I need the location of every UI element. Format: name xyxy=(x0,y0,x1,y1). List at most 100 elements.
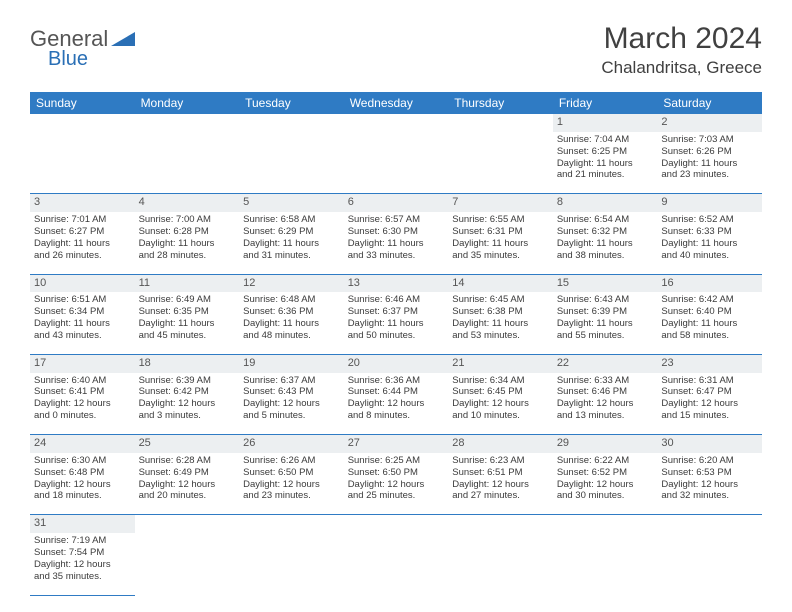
day-header-cell: Wednesday xyxy=(344,92,449,114)
daynum-row: 17181920212223 xyxy=(30,354,762,372)
logo-text-2: Blue xyxy=(48,48,135,71)
day-details: Sunrise: 6:51 AMSunset: 6:34 PMDaylight:… xyxy=(34,294,131,342)
day-details: Sunrise: 6:57 AMSunset: 6:30 PMDaylight:… xyxy=(348,214,445,262)
day-number: 30 xyxy=(657,435,762,453)
day-cell: Sunrise: 6:36 AMSunset: 6:44 PMDaylight:… xyxy=(344,373,449,435)
daynum-row: 3456789 xyxy=(30,194,762,212)
day-cell: Sunrise: 6:48 AMSunset: 6:36 PMDaylight:… xyxy=(239,292,344,354)
day-cell: Sunrise: 6:55 AMSunset: 6:31 PMDaylight:… xyxy=(448,212,553,274)
day-cell xyxy=(448,132,553,194)
day-cell: Sunrise: 6:51 AMSunset: 6:34 PMDaylight:… xyxy=(30,292,135,354)
day-number: 1 xyxy=(553,114,658,132)
detail-row: Sunrise: 7:04 AMSunset: 6:25 PMDaylight:… xyxy=(30,132,762,194)
day-details: Sunrise: 6:28 AMSunset: 6:49 PMDaylight:… xyxy=(139,455,236,503)
day-cell: Sunrise: 6:49 AMSunset: 6:35 PMDaylight:… xyxy=(135,292,240,354)
day-cell: Sunrise: 6:30 AMSunset: 6:48 PMDaylight:… xyxy=(30,453,135,515)
day-details: Sunrise: 7:00 AMSunset: 6:28 PMDaylight:… xyxy=(139,214,236,262)
day-number xyxy=(135,515,240,533)
day-number: 25 xyxy=(135,435,240,453)
day-cell: Sunrise: 7:00 AMSunset: 6:28 PMDaylight:… xyxy=(135,212,240,274)
day-details: Sunrise: 7:01 AMSunset: 6:27 PMDaylight:… xyxy=(34,214,131,262)
day-number: 5 xyxy=(239,194,344,212)
day-cell: Sunrise: 7:19 AMSunset: 7:54 PMDaylight:… xyxy=(30,533,135,595)
detail-row: Sunrise: 6:40 AMSunset: 6:41 PMDaylight:… xyxy=(30,373,762,435)
day-cell xyxy=(135,533,240,595)
day-details: Sunrise: 6:20 AMSunset: 6:53 PMDaylight:… xyxy=(661,455,758,503)
day-number: 14 xyxy=(448,274,553,292)
day-number xyxy=(344,515,449,533)
day-details: Sunrise: 6:43 AMSunset: 6:39 PMDaylight:… xyxy=(557,294,654,342)
day-details: Sunrise: 6:26 AMSunset: 6:50 PMDaylight:… xyxy=(243,455,340,503)
day-number: 8 xyxy=(553,194,658,212)
logo: General Blue xyxy=(30,26,135,71)
day-number: 31 xyxy=(30,515,135,533)
title-block: March 2024 Chalandritsa, Greece xyxy=(601,22,762,78)
day-header-cell: Thursday xyxy=(448,92,553,114)
day-number: 26 xyxy=(239,435,344,453)
day-cell: Sunrise: 6:40 AMSunset: 6:41 PMDaylight:… xyxy=(30,373,135,435)
day-details: Sunrise: 7:04 AMSunset: 6:25 PMDaylight:… xyxy=(557,134,654,182)
day-header-row: SundayMondayTuesdayWednesdayThursdayFrid… xyxy=(30,92,762,114)
day-cell: Sunrise: 7:03 AMSunset: 6:26 PMDaylight:… xyxy=(657,132,762,194)
day-cell xyxy=(30,132,135,194)
day-details: Sunrise: 6:33 AMSunset: 6:46 PMDaylight:… xyxy=(557,375,654,423)
day-details: Sunrise: 7:19 AMSunset: 7:54 PMDaylight:… xyxy=(34,535,131,583)
day-cell: Sunrise: 6:28 AMSunset: 6:49 PMDaylight:… xyxy=(135,453,240,515)
day-details: Sunrise: 6:58 AMSunset: 6:29 PMDaylight:… xyxy=(243,214,340,262)
day-details: Sunrise: 6:25 AMSunset: 6:50 PMDaylight:… xyxy=(348,455,445,503)
page-title: March 2024 xyxy=(601,22,762,56)
day-cell xyxy=(553,533,658,595)
day-cell: Sunrise: 7:01 AMSunset: 6:27 PMDaylight:… xyxy=(30,212,135,274)
day-details: Sunrise: 6:40 AMSunset: 6:41 PMDaylight:… xyxy=(34,375,131,423)
day-cell: Sunrise: 6:33 AMSunset: 6:46 PMDaylight:… xyxy=(553,373,658,435)
day-cell xyxy=(239,533,344,595)
day-number: 28 xyxy=(448,435,553,453)
day-cell: Sunrise: 7:04 AMSunset: 6:25 PMDaylight:… xyxy=(553,132,658,194)
day-number: 3 xyxy=(30,194,135,212)
day-cell: Sunrise: 6:34 AMSunset: 6:45 PMDaylight:… xyxy=(448,373,553,435)
day-number: 15 xyxy=(553,274,658,292)
day-number: 18 xyxy=(135,354,240,372)
day-details: Sunrise: 6:36 AMSunset: 6:44 PMDaylight:… xyxy=(348,375,445,423)
day-cell: Sunrise: 6:46 AMSunset: 6:37 PMDaylight:… xyxy=(344,292,449,354)
day-details: Sunrise: 6:45 AMSunset: 6:38 PMDaylight:… xyxy=(452,294,549,342)
day-number: 21 xyxy=(448,354,553,372)
day-cell: Sunrise: 6:37 AMSunset: 6:43 PMDaylight:… xyxy=(239,373,344,435)
day-cell: Sunrise: 6:25 AMSunset: 6:50 PMDaylight:… xyxy=(344,453,449,515)
day-number xyxy=(448,114,553,132)
day-cell xyxy=(448,533,553,595)
calendar-body: 12Sunrise: 7:04 AMSunset: 6:25 PMDayligh… xyxy=(30,114,762,595)
day-cell: Sunrise: 6:43 AMSunset: 6:39 PMDaylight:… xyxy=(553,292,658,354)
day-number xyxy=(448,515,553,533)
day-details: Sunrise: 6:37 AMSunset: 6:43 PMDaylight:… xyxy=(243,375,340,423)
day-number: 19 xyxy=(239,354,344,372)
day-number: 24 xyxy=(30,435,135,453)
day-cell xyxy=(135,132,240,194)
header: General Blue March 2024 Chalandritsa, Gr… xyxy=(30,22,762,78)
day-cell: Sunrise: 6:20 AMSunset: 6:53 PMDaylight:… xyxy=(657,453,762,515)
day-number: 2 xyxy=(657,114,762,132)
day-cell: Sunrise: 6:58 AMSunset: 6:29 PMDaylight:… xyxy=(239,212,344,274)
daynum-row: 10111213141516 xyxy=(30,274,762,292)
day-details: Sunrise: 6:31 AMSunset: 6:47 PMDaylight:… xyxy=(661,375,758,423)
day-cell: Sunrise: 6:26 AMSunset: 6:50 PMDaylight:… xyxy=(239,453,344,515)
day-header-cell: Monday xyxy=(135,92,240,114)
day-number: 4 xyxy=(135,194,240,212)
day-number: 20 xyxy=(344,354,449,372)
day-cell xyxy=(239,132,344,194)
day-cell: Sunrise: 6:45 AMSunset: 6:38 PMDaylight:… xyxy=(448,292,553,354)
daynum-row: 31 xyxy=(30,515,762,533)
day-number: 12 xyxy=(239,274,344,292)
day-header-cell: Sunday xyxy=(30,92,135,114)
day-details: Sunrise: 6:54 AMSunset: 6:32 PMDaylight:… xyxy=(557,214,654,262)
day-number: 10 xyxy=(30,274,135,292)
day-number xyxy=(239,114,344,132)
daynum-row: 24252627282930 xyxy=(30,435,762,453)
day-number: 17 xyxy=(30,354,135,372)
day-details: Sunrise: 6:39 AMSunset: 6:42 PMDaylight:… xyxy=(139,375,236,423)
calendar-table: SundayMondayTuesdayWednesdayThursdayFrid… xyxy=(30,92,762,596)
day-number: 6 xyxy=(344,194,449,212)
day-details: Sunrise: 6:55 AMSunset: 6:31 PMDaylight:… xyxy=(452,214,549,262)
day-details: Sunrise: 6:49 AMSunset: 6:35 PMDaylight:… xyxy=(139,294,236,342)
day-header-cell: Saturday xyxy=(657,92,762,114)
